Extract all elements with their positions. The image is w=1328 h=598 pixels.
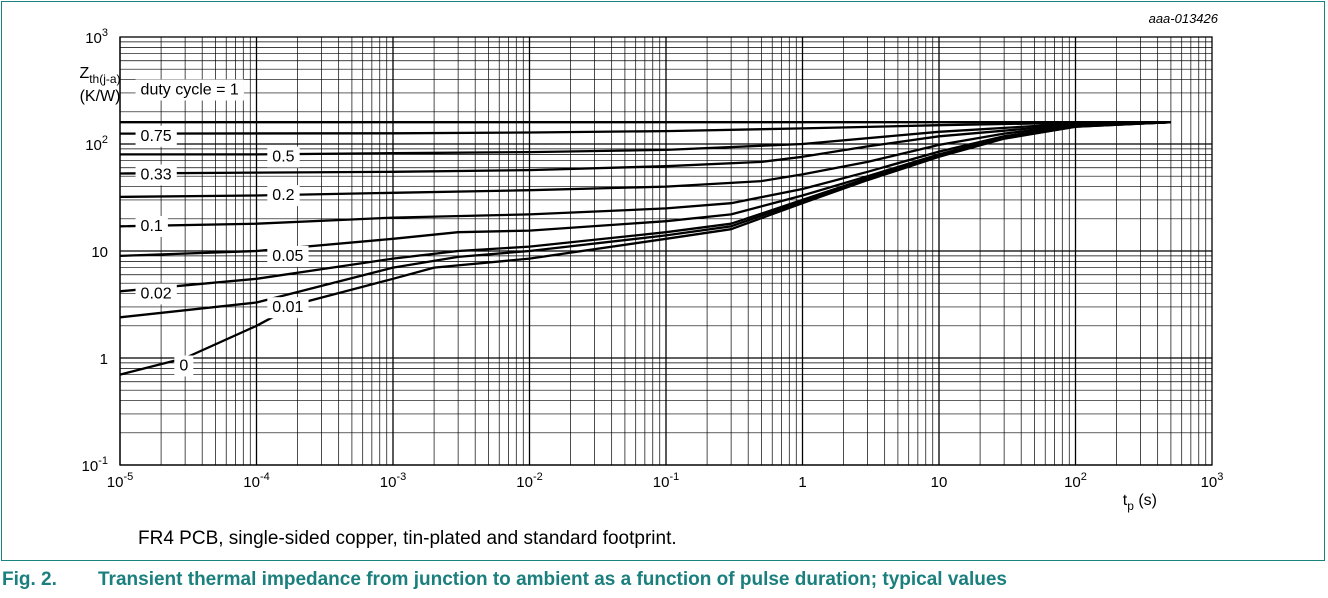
x-axis-label-sub: p (1127, 499, 1134, 513)
curve-label: duty cycle = 1 (141, 82, 239, 99)
curve-label-bg (135, 164, 177, 186)
curve-line (119, 121, 1171, 135)
note-text: FR4 PCB, single-sided copper, tin-plated… (138, 528, 677, 549)
curve-label-bg (174, 355, 194, 377)
y-tick-label-base: 1 (100, 351, 108, 368)
y-tick-label-base: 10 (85, 30, 102, 47)
x-tick-label: 10-5 (107, 471, 133, 491)
figure-id: aaa-013426 (1149, 11, 1219, 26)
figure-caption: Fig. 2. Transient thermal impedance from … (2, 566, 1007, 594)
curve-label: 0.02 (141, 285, 172, 302)
curve-label-bg (267, 146, 300, 168)
y-tick-label-exponent: -1 (98, 455, 108, 467)
curve-label: 0.05 (272, 248, 303, 265)
x-tick-label-exponent: -2 (533, 471, 543, 483)
curve-label: 0.01 (272, 299, 303, 316)
x-tick-label-base: 10 (380, 474, 397, 491)
x-tick-label-exponent: -4 (260, 471, 270, 483)
x-tick-label-base: 10 (243, 474, 260, 491)
x-tick-label-exponent: -5 (123, 471, 133, 483)
x-tick-label: 10-3 (380, 471, 406, 491)
x-tick-label-exponent: -3 (396, 471, 406, 483)
y-tick-label-base: 10 (82, 458, 99, 475)
x-tick-label: 102 (1064, 471, 1087, 491)
y-axis-label-sub: th(j-a) (89, 72, 120, 86)
y-tick-label-base: 10 (85, 137, 102, 154)
x-tick-label-exponent: 3 (1217, 471, 1223, 483)
curve-label-bg (135, 215, 168, 237)
x-tick-label-base: 10 (1201, 474, 1218, 491)
y-tick-label: 10-1 (82, 455, 108, 475)
y-axis-label: Zth(j-a) (79, 65, 120, 86)
figure-number: Fig. 2. (2, 569, 57, 590)
x-tick-label: 103 (1201, 471, 1224, 491)
curves (119, 121, 1171, 376)
curve-label-bg (267, 245, 309, 267)
curve-line (119, 121, 1171, 175)
x-tick-label-base: 10 (1064, 474, 1081, 491)
y-tick-label: 10 (91, 244, 108, 261)
y-tick-label: 103 (85, 27, 108, 47)
x-axis-label-unit: (s) (1134, 492, 1157, 509)
x-tick-label: 1 (798, 474, 806, 491)
x-tick-label-exponent: -1 (669, 471, 679, 483)
x-tick-label-base: 10 (653, 474, 670, 491)
curve-label: 0.75 (141, 128, 172, 145)
x-tick-label-exponent: 2 (1081, 471, 1087, 483)
curve-label: 0 (179, 357, 188, 374)
figure-title: Transient thermal impedance from junctio… (98, 569, 1007, 590)
curve-line (120, 121, 1171, 156)
y-tick-label-exponent: 2 (102, 134, 108, 146)
transient-thermal-impedance-chart: duty cycle = 1 0.75 0.5 0.33 0.2 0.1 0.05 0.02 0… (79, 11, 1223, 549)
axes: aaa-013426 Zth(j-a) (K/W) tp (s) FR4 PCB… (79, 11, 1223, 549)
x-axis-label: tp (s) (1123, 492, 1157, 513)
y-tick-label-base: 10 (91, 244, 108, 261)
curve-label: 0.5 (272, 149, 294, 166)
x-tick-label-base: 10 (107, 474, 124, 491)
curve-labels: duty cycle = 1 0.75 0.5 0.33 0.2 0.1 0.05 0.02 0… (135, 79, 309, 377)
curve-label-bg (135, 79, 244, 101)
x-tick-label: 10 (931, 474, 948, 491)
x-tick-label: 10-1 (653, 471, 679, 491)
plot-border (119, 36, 1213, 466)
curve-label-bg (267, 297, 309, 319)
curve-label-bg (135, 283, 177, 305)
x-tick-label-base: 10 (516, 474, 533, 491)
figure-frame (1, 1, 1325, 561)
curve-label: 0.33 (141, 167, 172, 184)
x-axis-label-main: t (1123, 492, 1128, 509)
y-axis-unit: (K/W) (80, 88, 121, 105)
y-tick-label: 1 (100, 351, 108, 368)
x-tick-label: 10-2 (516, 471, 542, 491)
y-tick-label-exponent: 3 (102, 27, 108, 39)
y-axis-label-main: Z (79, 65, 89, 82)
y-tick-label: 102 (85, 134, 108, 154)
x-tick-label-base: 10 (931, 474, 948, 491)
x-tick-label: 10-4 (243, 471, 269, 491)
curve-label-bg (135, 125, 177, 147)
curve-label: 0.2 (272, 187, 294, 204)
x-tick-label-base: 1 (798, 474, 806, 491)
curve-label: 0.1 (141, 218, 163, 235)
curve-line (119, 121, 1171, 376)
curve-label-bg (267, 185, 300, 207)
curve-line (119, 121, 1171, 199)
